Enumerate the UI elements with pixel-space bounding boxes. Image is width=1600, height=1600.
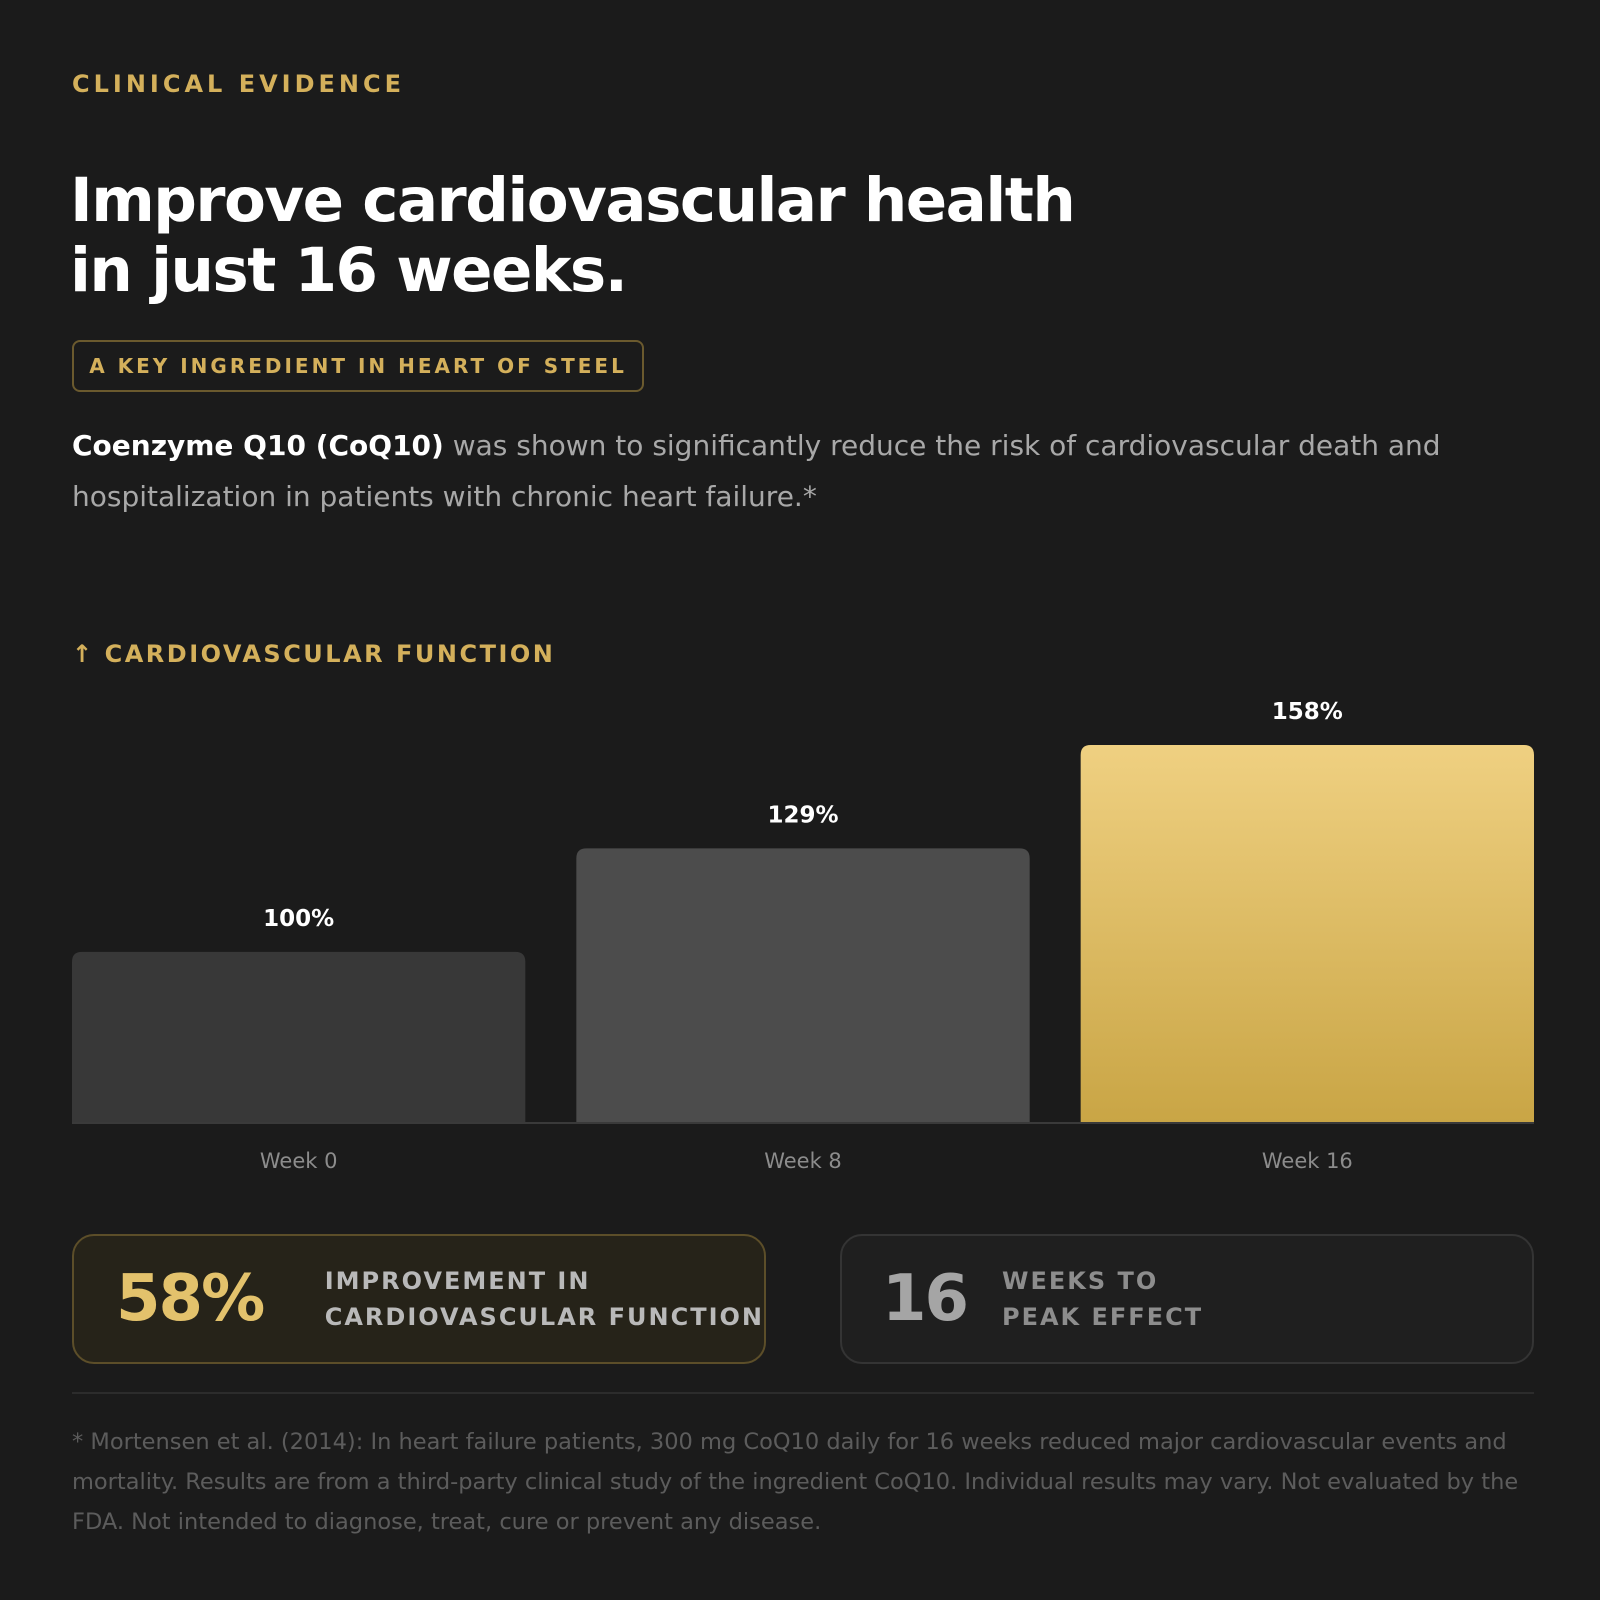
stat-card-weeks: 16 WEEKS TO PEAK EFFECT (840, 1234, 1534, 1364)
stat-card-improvement: 58% IMPROVEMENT IN CARDIOVASCULAR FUNCTI… (72, 1234, 766, 1364)
badge-label: A KEY INGREDIENT IN HEART OF STEEL (89, 354, 627, 378)
stat-value: 58% (116, 1262, 265, 1336)
bar-week-16 (1080, 745, 1534, 1123)
bar-value-label: 129% (767, 802, 838, 828)
page-title: Improve cardiovascular health in just 16… (70, 165, 1076, 306)
headline-line-2: in just 16 weeks. (70, 235, 628, 306)
headline-line-1: Improve cardiovascular health (70, 165, 1076, 236)
description: Coenzyme Q10 (CoQ10) was shown to signif… (72, 420, 1532, 522)
stat-label: WEEKS TO PEAK EFFECT (1002, 1263, 1203, 1335)
description-text: was shown to significantly reduce the ri… (72, 429, 1441, 513)
stat-label-line-2: CARDIOVASCULAR FUNCTION (324, 1303, 764, 1331)
ingredient-badge: A KEY INGREDIENT IN HEART OF STEEL (72, 340, 644, 392)
stat-label: IMPROVEMENT IN CARDIOVASCULAR FUNCTION (325, 1263, 764, 1335)
x-tick-label: Week 0 (260, 1149, 338, 1173)
divider (72, 1392, 1534, 1394)
arrow-up-icon: ↑ (72, 640, 95, 668)
stat-label-line-1: WEEKS TO (1002, 1267, 1159, 1295)
bar-value-label: 158% (1272, 699, 1343, 725)
x-tick-label: Week 16 (1262, 1149, 1353, 1173)
section-eyebrow: CLINICAL EVIDENCE (72, 70, 405, 98)
stat-label-line-2: PEAK EFFECT (1002, 1303, 1204, 1331)
bar-value-label: 100% (263, 906, 334, 932)
chart-metric-label: ↑ CARDIOVASCULAR FUNCTION (72, 640, 555, 668)
bar-chart: 100% Week 0 129% Week 8 158% Week 16 (72, 699, 1534, 1173)
description-emphasis: Coenzyme Q10 (CoQ10) (72, 429, 444, 462)
x-tick-label: Week 8 (764, 1149, 842, 1173)
bar-week-8 (576, 848, 1030, 1123)
bar-week-0 (72, 951, 526, 1123)
stat-value: 16 (882, 1262, 969, 1336)
stat-label-line-1: IMPROVEMENT IN (324, 1267, 591, 1295)
footnote: * Mortensen et al. (2014): In heart fail… (72, 1429, 1519, 1535)
metric-label-text: CARDIOVASCULAR FUNCTION (104, 640, 556, 668)
